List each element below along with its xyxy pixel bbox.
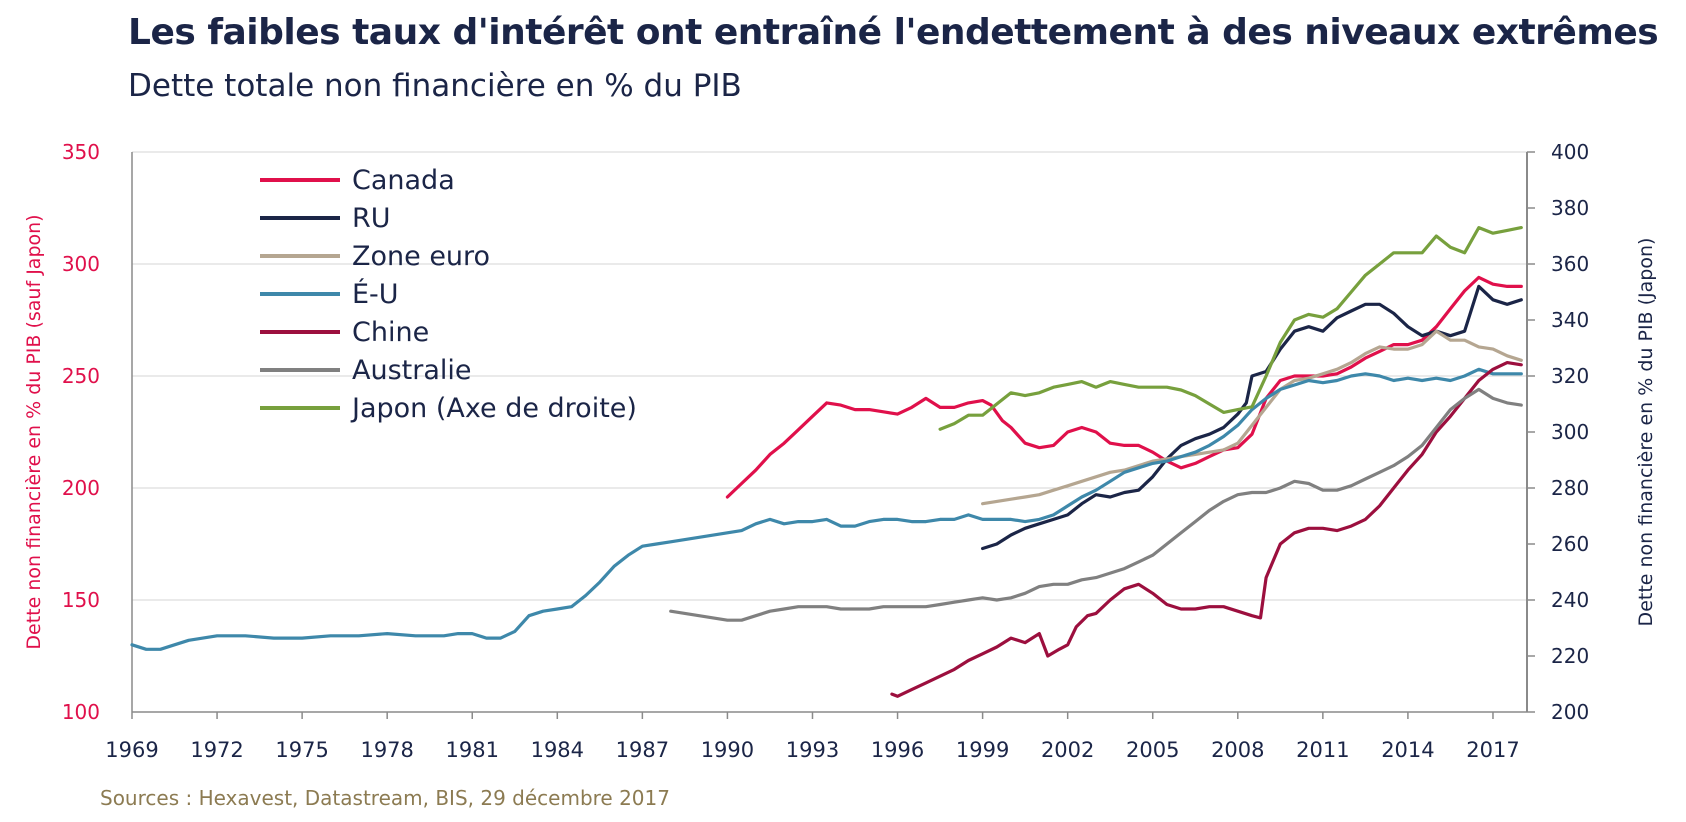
y-left-tick-label: 250	[62, 364, 100, 388]
series-line-e-u	[130, 367, 1523, 651]
y-right-tick-label: 280	[1551, 476, 1589, 500]
y-right-tick-label: 380	[1551, 196, 1589, 220]
y-right-tick-label: 300	[1551, 420, 1589, 444]
x-tick-label: 1993	[786, 738, 839, 762]
source-note: Sources : Hexavest, Datastream, BIS, 29 …	[100, 786, 670, 810]
legend-label-japon-axe-de-droite: Japon (Axe de droite)	[350, 393, 637, 424]
y-right-tick-label: 240	[1551, 588, 1589, 612]
y-right-tick-label: 200	[1551, 700, 1589, 724]
legend-label-e-u: É-U	[352, 278, 399, 310]
y-left-tick-label: 350	[62, 140, 100, 164]
series-line-australie	[669, 387, 1523, 622]
legend-label-chine: Chine	[352, 317, 429, 348]
x-tick-label: 2005	[1126, 738, 1179, 762]
series-line-zone-euro	[981, 329, 1523, 506]
series-line-chine	[890, 361, 1523, 698]
y-right-tick-label: 320	[1551, 364, 1589, 388]
x-tick-label: 1990	[701, 738, 754, 762]
legend-label-zone-euro: Zone euro	[352, 241, 490, 272]
y-left-tick-label: 300	[62, 252, 100, 276]
y-right-tick-label: 340	[1551, 308, 1589, 332]
x-tick-label: 1975	[275, 738, 328, 762]
x-tick-label: 1972	[190, 738, 243, 762]
y-left-tick-label: 200	[62, 476, 100, 500]
series-line-canada	[725, 275, 1523, 499]
x-tick-label: 2008	[1211, 738, 1264, 762]
x-tick-label: 2011	[1296, 738, 1349, 762]
y-axis-right-label: Dette non financière en % du PIB (Japon)	[1635, 238, 1657, 627]
x-tick-label: 2017	[1466, 738, 1519, 762]
series-line-ru	[981, 284, 1523, 551]
tick-labels: 100 150 200 250 300 350 200 220 240 260 280 300 320 3…	[62, 140, 1589, 762]
x-tick-label: 1981	[446, 738, 499, 762]
y-right-tick-label: 260	[1551, 532, 1589, 556]
y-right-tick-label: 360	[1551, 252, 1589, 276]
x-tick-label: 1984	[531, 738, 584, 762]
x-tick-label: 2014	[1381, 738, 1434, 762]
series-line-japon-axe-de-droite	[938, 226, 1523, 431]
series-lines	[130, 226, 1523, 698]
axes	[131, 151, 1535, 719]
legend-label-canada: Canada	[352, 165, 455, 196]
x-tick-label: 1999	[956, 738, 1009, 762]
legend-label-ru: RU	[352, 203, 391, 234]
y-right-tick-label: 220	[1551, 644, 1589, 668]
x-tick-label: 1996	[871, 738, 924, 762]
x-tick-label: 1978	[360, 738, 413, 762]
x-tick-label: 2002	[1041, 738, 1094, 762]
chart-subtitle: Dette totale non financière en % du PIB	[128, 68, 742, 104]
y-left-tick-label: 150	[62, 588, 100, 612]
x-tick-label: 1969	[105, 738, 158, 762]
legend-label-australie: Australie	[352, 355, 472, 386]
y-right-tick-label: 400	[1551, 140, 1589, 164]
x-tick-label: 1987	[616, 738, 669, 762]
y-left-tick-label: 100	[62, 700, 100, 724]
y-axis-left-label: Dette non financière en % du PIB (sauf J…	[23, 214, 45, 649]
legend: Canada RU Zone euro É-U Chine Australie Japon …	[260, 165, 637, 424]
page-title: Les faibles taux d'intérêt ont entraîné …	[128, 12, 1659, 53]
